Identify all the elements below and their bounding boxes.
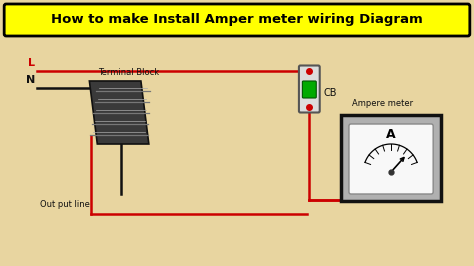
FancyBboxPatch shape [302, 81, 316, 98]
Text: L: L [28, 58, 35, 68]
Text: How to make Install Amper meter wiring Diagram: How to make Install Amper meter wiring D… [51, 14, 423, 27]
FancyBboxPatch shape [341, 115, 441, 201]
Text: Terminal Block: Terminal Block [99, 68, 160, 77]
Text: Ampere meter: Ampere meter [352, 99, 413, 108]
Text: A: A [386, 127, 396, 140]
FancyBboxPatch shape [299, 65, 320, 113]
Polygon shape [90, 81, 149, 144]
FancyBboxPatch shape [4, 4, 470, 36]
FancyBboxPatch shape [349, 124, 433, 194]
Text: Out put line: Out put line [40, 200, 90, 209]
Text: CB: CB [323, 88, 337, 98]
Text: N: N [26, 75, 35, 85]
